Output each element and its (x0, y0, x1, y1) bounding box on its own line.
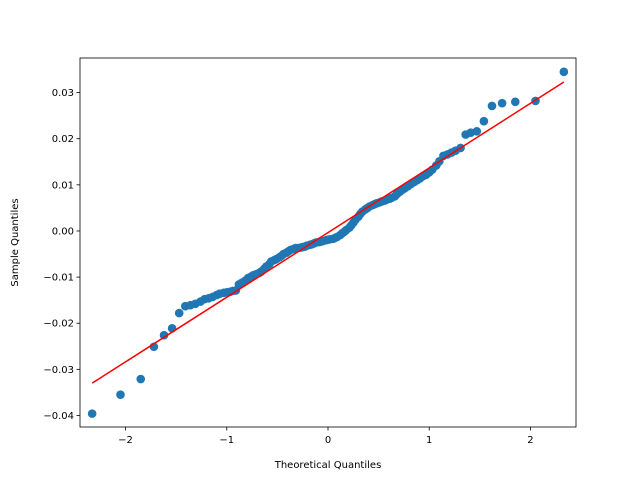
reference-line (91, 81, 565, 384)
data-point (472, 127, 482, 136)
x-axis-ticks: −2 −1 0 1 2 (118, 427, 534, 446)
data-point (174, 308, 184, 318)
x-tick-label: −2 (118, 435, 133, 446)
data-point (487, 101, 497, 111)
data-point (159, 330, 169, 340)
y-tick-label: −0.02 (43, 319, 74, 330)
x-tick-label: 2 (527, 435, 533, 446)
data-point (510, 97, 520, 107)
x-axis-label: Theoretical Quantiles (274, 460, 382, 471)
y-tick-label: −0.03 (43, 365, 74, 376)
y-axis-label: Sample Quantiles (10, 198, 21, 286)
y-tick-label: 0.00 (52, 226, 74, 237)
x-tick-label: 1 (426, 435, 432, 446)
y-tick-label: 0.03 (52, 88, 74, 99)
data-point (136, 374, 146, 384)
x-tick-label: −1 (219, 435, 234, 446)
data-point (87, 409, 97, 418)
data-point (116, 390, 125, 400)
data-point (559, 67, 569, 77)
data-point (479, 116, 489, 126)
y-tick-label: −0.01 (43, 273, 74, 284)
data-point (497, 98, 507, 108)
x-tick-label: 0 (325, 435, 331, 446)
y-tick-label: 0.02 (52, 134, 74, 145)
y-tick-label: 0.01 (52, 180, 74, 191)
y-tick-label: −0.04 (43, 411, 74, 422)
y-axis-ticks: −0.04 −0.03 −0.02 −0.01 0.00 0.01 0.02 0.03 (43, 88, 80, 422)
